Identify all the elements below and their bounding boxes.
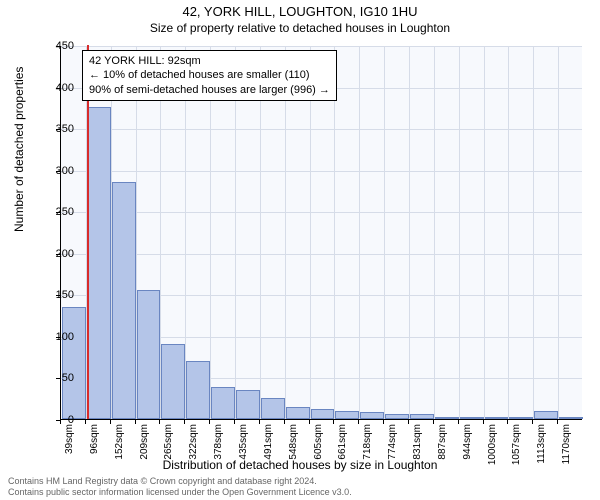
gridline-v [434, 46, 435, 419]
histogram-bar [460, 417, 484, 419]
gridline-v [384, 46, 385, 419]
annotation-line: 42 YORK HILL: 92sqm [89, 54, 330, 68]
x-tick [184, 419, 185, 424]
x-tick [333, 419, 334, 424]
gridline-v [285, 46, 286, 419]
chart-title: 42, YORK HILL, LOUGHTON, IG10 1HU [0, 0, 600, 21]
gridline-v [533, 46, 534, 419]
histogram-bar [410, 414, 434, 419]
x-tick [110, 419, 111, 424]
x-tick [234, 419, 235, 424]
y-tick-label: 50 [44, 372, 74, 384]
x-tick [383, 419, 384, 424]
marker-line [87, 45, 89, 419]
plot-area [60, 46, 582, 420]
y-tick-label: 300 [44, 165, 74, 177]
x-tick [85, 419, 86, 424]
gridline-h [61, 129, 582, 130]
x-tick [159, 419, 160, 424]
x-tick [135, 419, 136, 424]
histogram-bar [137, 290, 161, 419]
gridline-v [210, 46, 211, 419]
y-tick-label: 250 [44, 206, 74, 218]
histogram-bar [385, 414, 409, 419]
chart-subtitle: Size of property relative to detached ho… [0, 21, 600, 39]
footer-line1: Contains HM Land Registry data © Crown c… [8, 476, 352, 487]
x-tick [507, 419, 508, 424]
histogram-bar [161, 344, 185, 419]
gridline-v [359, 46, 360, 419]
x-axis-label: Distribution of detached houses by size … [0, 458, 600, 472]
histogram-bar [211, 387, 235, 419]
histogram-bar [62, 307, 86, 419]
histogram-bar [261, 398, 285, 419]
x-tick [408, 419, 409, 424]
histogram-bar [236, 390, 260, 419]
y-tick-label: 450 [44, 40, 74, 52]
histogram-bar [360, 412, 384, 419]
y-axis-label: Number of detached properties [12, 67, 26, 232]
gridline-v [235, 46, 236, 419]
gridline-v [508, 46, 509, 419]
histogram-bar [186, 361, 210, 419]
annotation-line: 90% of semi-detached houses are larger (… [89, 83, 330, 97]
x-tick [433, 419, 434, 424]
x-tick [557, 419, 558, 424]
histogram-bar [286, 407, 310, 419]
y-tick-label: 0 [44, 414, 74, 426]
gridline-v [260, 46, 261, 419]
histogram-bar [311, 409, 335, 419]
y-tick-label: 100 [44, 331, 74, 343]
histogram-bar [559, 417, 583, 419]
x-tick [284, 419, 285, 424]
y-tick-label: 400 [44, 82, 74, 94]
gridline-v [310, 46, 311, 419]
gridline-h [61, 46, 582, 47]
gridline-v [459, 46, 460, 419]
gridline-v [409, 46, 410, 419]
x-tick [458, 419, 459, 424]
x-tick [259, 419, 260, 424]
histogram-bar [335, 411, 359, 419]
annotation-line: ← 10% of detached houses are smaller (11… [89, 68, 330, 82]
footer: Contains HM Land Registry data © Crown c… [8, 476, 352, 498]
gridline-h [61, 212, 582, 213]
histogram-bar [485, 417, 509, 419]
x-tick [532, 419, 533, 424]
chart-region: 39sqm96sqm152sqm209sqm265sqm322sqm378sqm… [60, 46, 582, 420]
y-tick-label: 350 [44, 123, 74, 135]
x-tick [209, 419, 210, 424]
y-tick-label: 200 [44, 248, 74, 260]
y-tick-label: 150 [44, 289, 74, 301]
gridline-v [558, 46, 559, 419]
x-tick [483, 419, 484, 424]
histogram-bar [112, 182, 136, 419]
histogram-bar [509, 417, 533, 419]
footer-line2: Contains public sector information licen… [8, 487, 352, 498]
gridline-v [334, 46, 335, 419]
histogram-bar [435, 417, 459, 419]
gridline-v [484, 46, 485, 419]
annotation-box: 42 YORK HILL: 92sqm← 10% of detached hou… [82, 50, 337, 101]
gridline-h [61, 254, 582, 255]
x-tick [309, 419, 310, 424]
histogram-bar [87, 107, 111, 419]
gridline-h [61, 171, 582, 172]
chart-container: 42, YORK HILL, LOUGHTON, IG10 1HU Size o… [0, 0, 600, 500]
x-tick [358, 419, 359, 424]
histogram-bar [534, 411, 558, 419]
